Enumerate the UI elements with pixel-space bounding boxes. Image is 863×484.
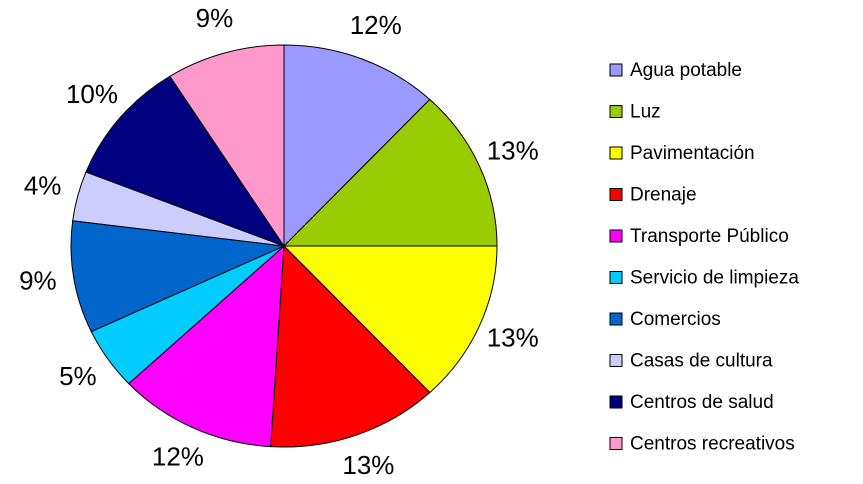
slice-label: 9% [19, 266, 57, 296]
legend-swatch [609, 105, 623, 118]
slice-label: 12% [350, 10, 402, 40]
slice-label: 12% [152, 442, 204, 472]
legend-label: Pavimentación [630, 143, 755, 164]
legend-label: Centros recreativos [630, 434, 795, 455]
slice-label: 10% [66, 79, 118, 109]
legend-label: Casas de cultura [630, 351, 773, 372]
slice-label: 9% [196, 3, 234, 33]
legend-label: Luz [630, 102, 661, 123]
pie-slice [282, 98, 498, 247]
legend-swatch [609, 188, 623, 201]
legend-swatch [609, 229, 623, 243]
pie-slice [70, 220, 286, 333]
legend-label: Servicio de limpieza [630, 268, 799, 289]
pie-slice [85, 75, 286, 248]
pie-slice [128, 244, 285, 448]
legend-swatch [609, 312, 623, 326]
slice-label: 13% [342, 450, 394, 480]
legend-swatch [609, 395, 623, 409]
legend-swatch [609, 271, 623, 284]
legend-swatch [609, 63, 623, 77]
legend-label: Drenaje [630, 185, 697, 206]
slice-label: 13% [487, 135, 539, 165]
slice-label: 13% [487, 322, 539, 352]
legend-label: Agua potable [630, 60, 742, 81]
slice-label: 5% [59, 361, 97, 391]
legend-label: Centros de salud [630, 392, 774, 413]
pie-slice [282, 245, 498, 394]
pie-slice [169, 44, 285, 248]
pie-slice [270, 244, 431, 448]
legend-label: Comercios [630, 309, 721, 330]
legend-swatch [609, 437, 623, 450]
legend-label: Transporte Público [630, 226, 789, 247]
legend-swatch [609, 146, 623, 160]
legend-swatch [609, 354, 623, 367]
pie-slice [283, 44, 431, 248]
slice-label: 4% [24, 170, 62, 200]
